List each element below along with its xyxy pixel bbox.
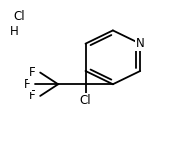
Text: N: N — [136, 37, 145, 50]
Text: F: F — [29, 89, 36, 102]
Text: F: F — [29, 66, 36, 79]
Text: H: H — [10, 25, 19, 39]
Text: Cl: Cl — [80, 94, 91, 107]
Text: Cl: Cl — [14, 10, 25, 23]
Text: F: F — [24, 78, 31, 91]
